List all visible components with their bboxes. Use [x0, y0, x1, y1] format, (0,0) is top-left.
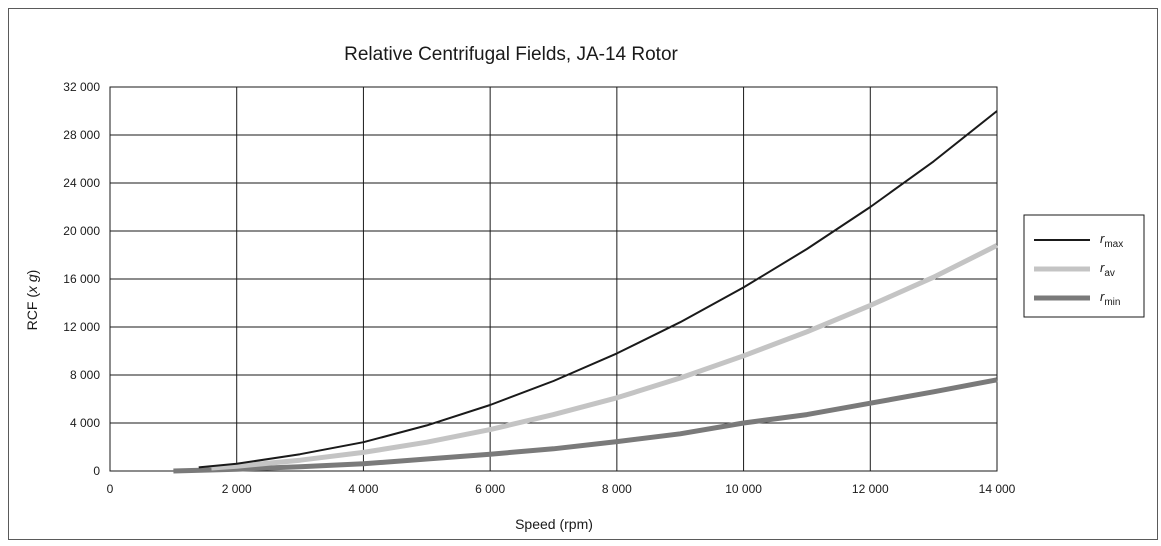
y-tick-label-8: 32 000: [63, 80, 100, 94]
legend-label-r-av: r: [1100, 260, 1105, 275]
y-axis-label-g: g: [24, 274, 40, 282]
y-axis-label-suffix: ): [24, 270, 40, 275]
x-tick-label-7: 14 000: [979, 482, 1016, 496]
x-tick-label-4: 8 000: [602, 482, 632, 496]
chart-title: Relative Centrifugal Fields, JA-14 Rotor: [344, 44, 678, 65]
plot-area-border: [109, 86, 998, 472]
legend-label-max: rmax: [1100, 231, 1123, 250]
x-axis-label: Speed (rpm): [515, 516, 593, 532]
x-tick-label-2: 4 000: [348, 482, 378, 496]
y-tick-label-0: 0: [93, 464, 100, 478]
x-tick-label-3: 6 000: [475, 482, 505, 496]
legend-label-sub-min: min: [1104, 297, 1120, 308]
x-tick-label-1: 2 000: [222, 482, 252, 496]
series-line-max: [198, 110, 998, 469]
legend-box: [1023, 214, 1145, 318]
y-tick-label-2: 8 000: [70, 368, 100, 382]
y-tick-label-6: 24 000: [63, 176, 100, 190]
y-tick-label-4: 16 000: [63, 272, 100, 286]
legend-label-r-min: r: [1100, 289, 1105, 304]
legend-label-min: rmin: [1100, 289, 1120, 308]
legend-label-av: rav: [1100, 260, 1115, 279]
x-tick-label-0: 0: [107, 482, 114, 496]
y-tick-label-3: 12 000: [63, 320, 100, 334]
x-tick-labels: 0 2 000 4 000 6 000 8 000 10 000 12 000 14 000: [107, 482, 1016, 496]
y-axis-label-prefix: RCF (: [24, 293, 40, 331]
y-tick-label-7: 28 000: [63, 128, 100, 142]
legend-label-sub-av: av: [1104, 268, 1115, 279]
y-tick-label-1: 4 000: [70, 416, 100, 430]
series-line-min: [173, 377, 998, 474]
x-tick-label-5: 10 000: [725, 482, 762, 496]
x-tick-label-6: 12 000: [852, 482, 889, 496]
y-axis-label: RCF (x g): [24, 270, 40, 331]
grid: [109, 86, 998, 472]
legend-label-sub-max: max: [1104, 239, 1123, 250]
y-axis-label-x: x: [24, 285, 40, 294]
chart-frame: [8, 8, 1158, 540]
legend-label-r-max: r: [1100, 231, 1105, 246]
series-lines: [173, 110, 999, 474]
y-tick-labels: 0 4 000 8 000 12 000 16 000 20 000 24 000 28 00…: [63, 80, 100, 478]
y-tick-label-5: 20 000: [63, 224, 100, 238]
series-line-av: [211, 243, 999, 471]
